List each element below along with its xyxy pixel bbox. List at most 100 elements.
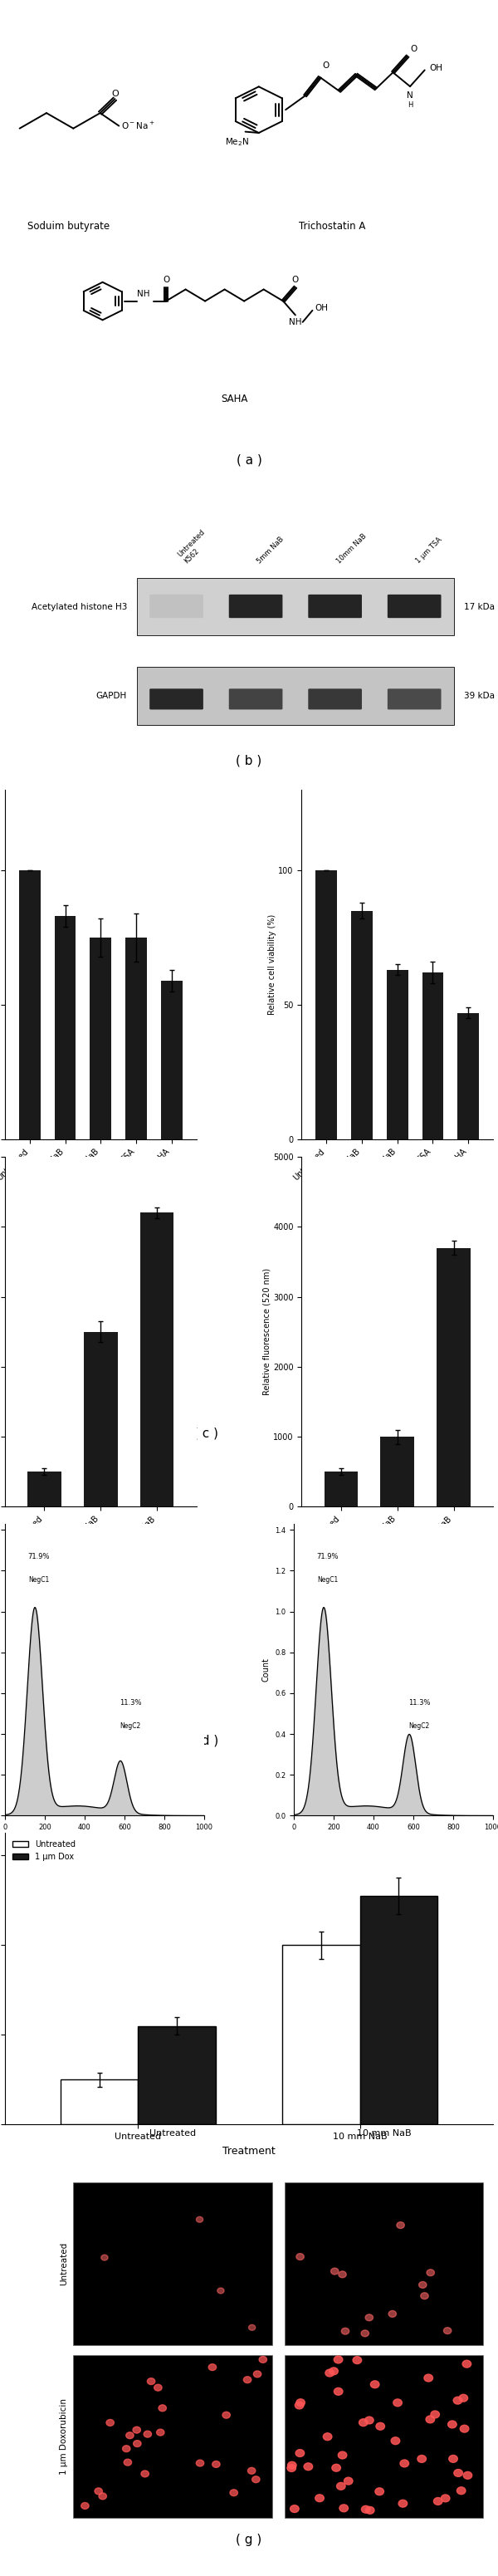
- Circle shape: [375, 2488, 384, 2496]
- Circle shape: [459, 2393, 468, 2401]
- Text: O: O: [111, 90, 119, 98]
- Text: 39 kDa: 39 kDa: [464, 693, 495, 701]
- Text: OH: OH: [430, 64, 443, 72]
- Bar: [422, 974, 443, 1139]
- Circle shape: [154, 2385, 162, 2391]
- Circle shape: [366, 2506, 374, 2514]
- Circle shape: [315, 2494, 324, 2501]
- Text: SAHA: SAHA: [221, 394, 248, 404]
- Circle shape: [329, 2367, 338, 2375]
- Circle shape: [217, 2287, 224, 2293]
- Bar: [380, 1437, 414, 1507]
- Text: ( d ): ( d ): [193, 1734, 219, 1747]
- Text: H: H: [407, 100, 413, 108]
- Circle shape: [353, 2357, 362, 2365]
- X-axis label: Propidium iodide: Propidium iodide: [71, 1837, 138, 1844]
- Bar: [137, 577, 454, 636]
- Circle shape: [196, 2460, 204, 2465]
- Circle shape: [339, 2272, 346, 2277]
- Bar: [316, 871, 337, 1139]
- Bar: [84, 1332, 118, 1507]
- Text: 11.3%: 11.3%: [408, 1700, 430, 1705]
- Circle shape: [362, 2506, 370, 2514]
- Text: O$^-$Na$^+$: O$^-$Na$^+$: [122, 121, 155, 131]
- Circle shape: [453, 2396, 462, 2403]
- FancyBboxPatch shape: [387, 688, 441, 708]
- Circle shape: [106, 2419, 114, 2427]
- Circle shape: [81, 2501, 89, 2509]
- Bar: [386, 969, 408, 1139]
- Circle shape: [419, 2282, 427, 2287]
- Circle shape: [133, 2439, 141, 2447]
- X-axis label: Treatment: Treatment: [223, 2146, 275, 2156]
- Circle shape: [398, 2499, 407, 2506]
- Circle shape: [344, 2478, 353, 2486]
- Circle shape: [296, 2254, 304, 2259]
- FancyBboxPatch shape: [387, 595, 441, 618]
- Circle shape: [340, 2504, 348, 2512]
- Circle shape: [376, 2421, 385, 2429]
- Text: 5mm NaB: 5mm NaB: [255, 536, 285, 564]
- FancyBboxPatch shape: [229, 595, 282, 618]
- Text: (i): (i): [95, 1376, 107, 1386]
- Bar: [137, 667, 454, 724]
- Bar: [324, 1471, 358, 1507]
- Text: NH: NH: [137, 291, 149, 299]
- Circle shape: [400, 2460, 409, 2468]
- Text: Me$_2$N: Me$_2$N: [225, 137, 249, 147]
- Circle shape: [391, 2437, 400, 2445]
- Text: Trichostatin A: Trichostatin A: [299, 222, 366, 232]
- Circle shape: [147, 2378, 155, 2385]
- Text: NegC2: NegC2: [409, 1723, 430, 1731]
- Text: (ii): (ii): [389, 1690, 405, 1703]
- Text: ( g ): ( g ): [236, 2535, 262, 2545]
- Circle shape: [290, 2504, 299, 2512]
- Circle shape: [341, 2329, 349, 2334]
- X-axis label: Treatment: Treatment: [374, 1558, 421, 1566]
- Text: 17 kDa: 17 kDa: [464, 603, 495, 611]
- Bar: [140, 1213, 174, 1507]
- Bar: [60, 2079, 138, 2125]
- Circle shape: [295, 2401, 304, 2409]
- Circle shape: [304, 2463, 313, 2470]
- Circle shape: [95, 2488, 103, 2494]
- Text: (ii): (ii): [385, 1901, 401, 1911]
- Circle shape: [454, 2470, 463, 2476]
- Circle shape: [295, 2450, 304, 2458]
- Circle shape: [365, 2416, 374, 2424]
- X-axis label: Propidium iodide: Propidium iodide: [360, 1837, 427, 1844]
- Circle shape: [156, 2429, 164, 2437]
- Bar: [284, 2182, 483, 2344]
- Circle shape: [101, 2254, 108, 2259]
- Text: 10 mm NaB: 10 mm NaB: [357, 2130, 411, 2138]
- Circle shape: [460, 2424, 469, 2432]
- Circle shape: [288, 2463, 296, 2468]
- Circle shape: [457, 2486, 466, 2494]
- Circle shape: [252, 2476, 260, 2483]
- Circle shape: [133, 2427, 140, 2434]
- Text: GAPDH: GAPDH: [96, 693, 127, 701]
- Circle shape: [338, 2452, 347, 2460]
- Y-axis label: Relative fluorescence (520 nm): Relative fluorescence (520 nm): [262, 1267, 271, 1396]
- FancyBboxPatch shape: [229, 688, 282, 708]
- Text: Untreated: Untreated: [60, 2241, 68, 2285]
- Circle shape: [365, 2313, 373, 2321]
- Circle shape: [388, 2311, 396, 2318]
- Circle shape: [249, 2324, 255, 2331]
- Text: N: N: [407, 93, 413, 100]
- Circle shape: [244, 2378, 251, 2383]
- Circle shape: [331, 2267, 339, 2275]
- Circle shape: [223, 2411, 230, 2419]
- X-axis label: Treatment: Treatment: [77, 1193, 124, 1203]
- Circle shape: [359, 2419, 368, 2427]
- Circle shape: [421, 2293, 428, 2300]
- Circle shape: [434, 2499, 442, 2504]
- Text: (i): (i): [99, 1901, 111, 1911]
- Text: O: O: [163, 276, 169, 283]
- Bar: [282, 1945, 360, 2125]
- Circle shape: [124, 2460, 131, 2465]
- Text: 71.9%: 71.9%: [317, 1553, 339, 1561]
- FancyBboxPatch shape: [149, 595, 203, 618]
- Text: NegC2: NegC2: [120, 1723, 141, 1731]
- Bar: [73, 2354, 272, 2517]
